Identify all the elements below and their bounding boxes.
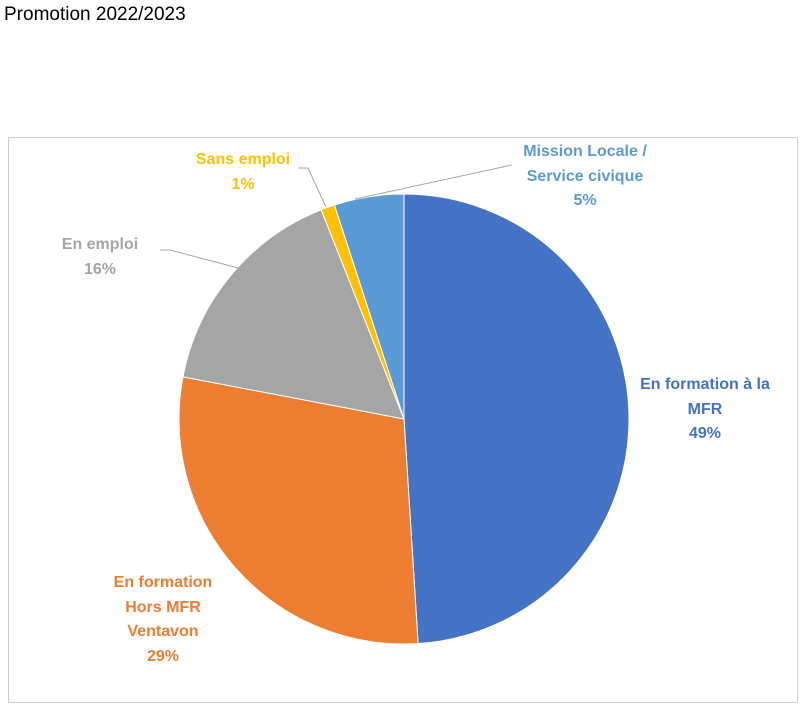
- leader-line: [160, 249, 239, 269]
- value-label: 5%: [573, 192, 597, 209]
- data-label: En emploi 16%: [40, 233, 160, 282]
- data-label: Mission Locale / Service civique 5%: [505, 140, 665, 214]
- chart-area: [8, 137, 798, 703]
- pie-slice: [333, 193, 405, 420]
- value-label: 1%: [231, 175, 255, 193]
- category-label: En emploi: [61, 236, 139, 253]
- chart-title: Promotion 2022/2023: [4, 4, 186, 25]
- category-label: Sans emploi: [195, 151, 291, 168]
- value-label: 49%: [688, 425, 722, 442]
- leader-line: [354, 164, 513, 200]
- pie-slice: [403, 193, 630, 645]
- category-label: En formation à la MFR: [640, 376, 770, 418]
- leader-line: [298, 167, 327, 208]
- value-label: 16%: [83, 260, 117, 278]
- data-label: Sans emploi 1%: [183, 148, 303, 197]
- pie-slice: [182, 209, 405, 420]
- category-label: En formation Hors MFR Ventavon: [113, 574, 213, 640]
- data-label: En formation Hors MFR Ventavon 29%: [103, 571, 223, 669]
- pie-slice: [178, 376, 419, 645]
- data-label: En formation à la MFR 49%: [635, 373, 775, 447]
- value-label: 29%: [146, 647, 180, 665]
- category-label: Mission Locale / Service civique: [523, 143, 647, 185]
